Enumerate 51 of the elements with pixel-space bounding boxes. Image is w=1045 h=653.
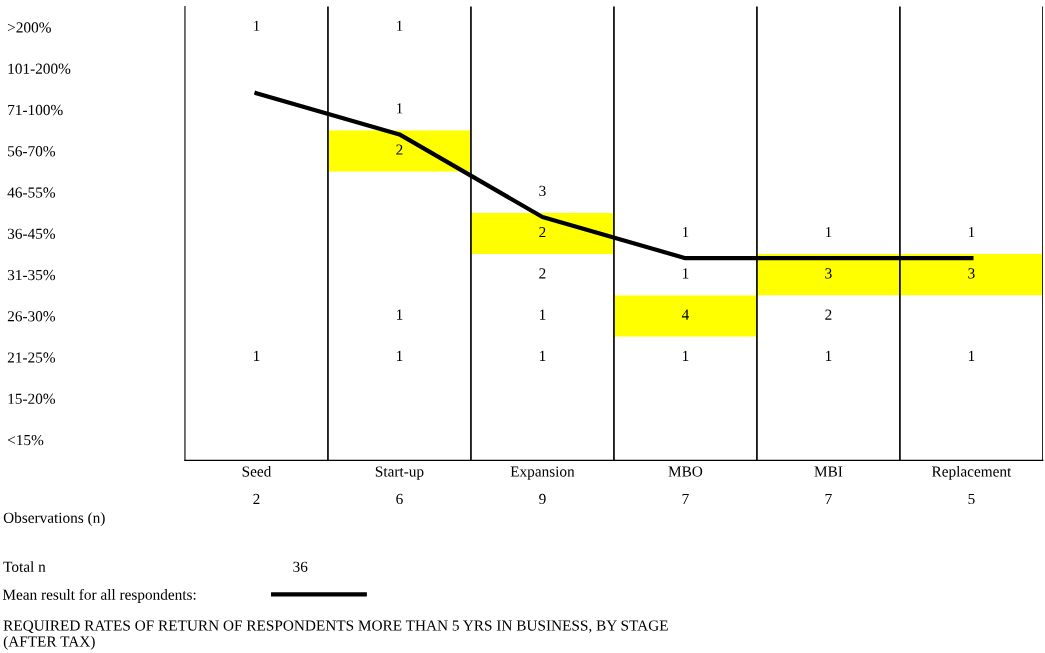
data-label: 1 [396, 20, 403, 31]
data-label: 1 [253, 20, 260, 31]
y-tick-label: 56-70% [8, 146, 56, 157]
text: Total n [3, 561, 46, 572]
data-label: 1 [539, 309, 546, 320]
data-label: 1 [682, 268, 689, 279]
x-tick-label: Seed [242, 465, 272, 477]
y-tick-label: 26-30% [7, 311, 56, 322]
data-label: 1 [968, 350, 975, 361]
data-label: 1 [825, 350, 832, 361]
y-tick-label: 36-45% [7, 228, 56, 239]
text: 5 [968, 493, 975, 505]
y-tick-label: 31-35% [7, 269, 56, 281]
text: 36 [293, 561, 308, 572]
data-label: 1 [825, 227, 832, 238]
text: REQUIRED RATES OF RETURN OF RESPONDENTS MORE THAN 5 YRS IN BUSINESS, BY STAGE (AFTER TAX) [3, 620, 668, 650]
y-tick-label: 71-100% [8, 104, 63, 116]
text: Observations (n) [3, 512, 105, 527]
data-label: 1 [539, 350, 546, 361]
y-tick-label: 21-25% [7, 352, 56, 363]
y-tick-label: >200% [7, 22, 51, 33]
data-label: 1 [396, 350, 403, 361]
y-tick-label: 15-20% [8, 393, 56, 404]
text: 6 [396, 493, 403, 505]
text: 7 [825, 493, 832, 504]
data-label: 1 [968, 227, 975, 238]
x-tick-label: Expansion [510, 466, 575, 480]
x-tick-label: Replacement [931, 465, 1012, 480]
x-tick-label: MBO [668, 466, 703, 477]
data-label: 1 [396, 103, 403, 114]
text: 7 [682, 493, 689, 504]
y-tick-label: 101-200% [8, 63, 71, 74]
x-tick-label: Start-up [375, 466, 424, 480]
y-tick-label: <15% [7, 434, 44, 446]
data-label: 3 [825, 268, 832, 279]
data-label: 2 [825, 309, 832, 320]
data-label: 3 [539, 185, 546, 197]
data-label: 2 [539, 227, 546, 238]
data-label: 2 [539, 268, 546, 279]
text: 2 [253, 493, 260, 504]
data-label: 2 [396, 144, 403, 155]
text: Mean result for all respondents: [2, 588, 196, 603]
x-tick-label: MBI [814, 466, 843, 477]
data-label: 1 [682, 227, 689, 238]
y-tick-label: 46-55% [7, 187, 56, 198]
data-label: 3 [968, 268, 975, 279]
data-label: 4 [681, 309, 690, 320]
text: 9 [539, 493, 546, 505]
data-label: 1 [396, 309, 403, 320]
data-label: 1 [253, 350, 260, 361]
data-label: 1 [682, 350, 689, 361]
